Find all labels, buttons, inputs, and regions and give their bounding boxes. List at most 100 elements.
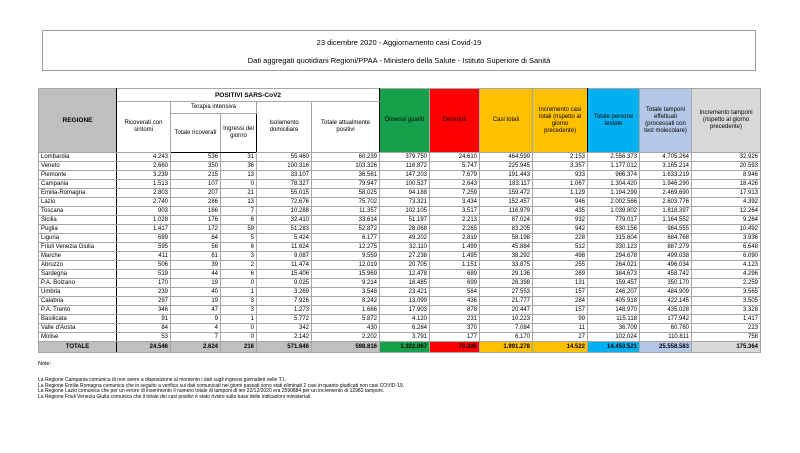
cell-value: 2 xyxy=(220,260,257,270)
cell-value: 2.643 xyxy=(429,179,481,189)
region-name: Veneto xyxy=(38,161,117,171)
cell-value: 1.946.290 xyxy=(639,179,693,189)
cell-value: 6.648 xyxy=(691,242,762,252)
cell-value: 379.750 xyxy=(379,152,431,162)
cell-value: 12.478 xyxy=(379,269,431,279)
cell-value: 496.034 xyxy=(639,260,693,270)
cell-value: 2.259 xyxy=(691,278,762,288)
cell-value: 19 xyxy=(170,296,221,306)
cell-value: 269 xyxy=(532,269,589,279)
cell-value: 942 xyxy=(532,224,589,234)
cell-value: 887.279 xyxy=(639,242,693,252)
cell-value: 1.177.012 xyxy=(587,161,641,171)
header-row-leaf: Totale ricoverati Ingressi del giorno xyxy=(39,113,761,153)
table-row: Umbria 239 40 1 3.269 3.548 23.421 584 27.553 157… xyxy=(38,287,762,297)
cell-value: 6.284 xyxy=(379,323,431,333)
cell-value: 27.238 xyxy=(379,251,431,261)
cell-value: 1.633.219 xyxy=(639,170,693,180)
cell-value: 384.673 xyxy=(587,269,641,279)
cell-value: 0 xyxy=(220,323,257,333)
cell-value: 7.259 xyxy=(429,188,481,198)
cell-value: 28.068 xyxy=(379,224,431,234)
table-row: Friuli Venezia Giulia 595 56 6 11.624 12.275 3… xyxy=(38,242,762,252)
cell-value: 157 xyxy=(532,305,589,315)
cell-value: 3.517 xyxy=(429,206,481,216)
cell-value: 1.164.552 xyxy=(639,215,693,225)
region-name: Campania xyxy=(38,179,117,189)
cell-value: 342 xyxy=(256,323,312,333)
cell-value: 0 xyxy=(220,179,257,189)
cell-value: 231 xyxy=(429,314,481,324)
col-header-incremento-casi-totali: Incremento casi totali (rispetto al gior… xyxy=(532,88,589,153)
cell-value: 4.243 xyxy=(116,152,171,162)
covid-data-table: REGIONE POSITIVI SARS-CoV2 Dimessi guari… xyxy=(38,88,762,353)
totale-row: TOTALE 24.546 2.624 216 571.646 598.816 1.322.… xyxy=(38,341,762,353)
cell-value: 38.292 xyxy=(479,251,534,261)
cell-value: 2.153 xyxy=(532,152,589,162)
cell-value: 60.760 xyxy=(639,323,693,333)
cell-value: 4.120 xyxy=(379,314,431,324)
cell-value: 699 xyxy=(429,278,481,288)
cell-value: 3.565 xyxy=(691,287,762,297)
cell-value: 191.443 xyxy=(479,170,534,180)
cell-value: 36 xyxy=(220,161,257,171)
cell-value: 39 xyxy=(170,260,221,270)
cell-value: 8.946 xyxy=(691,170,762,180)
notes-section: Note: La Regione Campania comunica di no… xyxy=(38,361,404,401)
cell-value: 1.818.397 xyxy=(639,206,693,216)
cell-value: 17.913 xyxy=(691,188,762,198)
cell-value: 6.170 xyxy=(479,332,534,342)
cell-value: 27.553 xyxy=(479,287,534,297)
cell-value: 166 xyxy=(170,206,221,216)
cell-value: 932 xyxy=(532,215,589,225)
cell-value: 350 xyxy=(170,161,221,171)
cell-value: 2.624 xyxy=(170,341,221,353)
cell-value: 330.123 xyxy=(587,242,641,252)
cell-value: 177 xyxy=(429,332,481,342)
cell-value: 55.015 xyxy=(256,188,312,198)
cell-value: 60.239 xyxy=(310,152,381,162)
cell-value: 99 xyxy=(532,314,589,324)
region-name: Molise xyxy=(38,332,117,342)
title-box: 23 dicembre 2020 - Aggiornamento casi Co… xyxy=(42,30,756,71)
cell-value: 436 xyxy=(429,296,481,306)
cell-value: 3.791 xyxy=(379,332,431,342)
cell-value: 116.872 xyxy=(379,161,431,171)
cell-value: 103.326 xyxy=(310,161,381,171)
cell-value: 7.679 xyxy=(429,170,481,180)
cell-value: 0 xyxy=(220,278,257,288)
region-name: Basilicata xyxy=(38,314,117,324)
cell-value: 73.321 xyxy=(379,197,431,207)
cell-value: 9.264 xyxy=(691,215,762,225)
cell-value: 207 xyxy=(170,188,221,198)
cell-value: 1.513 xyxy=(116,179,171,189)
col-header-regione: REGIONE xyxy=(38,88,117,153)
cell-value: 107 xyxy=(170,179,221,189)
cell-value: 2.213 xyxy=(429,215,481,225)
cell-value: 2.002.566 xyxy=(587,197,641,207)
col-header-totale-attualmente-positivi: Totale attualmente positivi xyxy=(310,101,381,153)
cell-value: 147.203 xyxy=(379,170,431,180)
cell-value: 3.936 xyxy=(691,233,762,243)
cell-value: 5.872 xyxy=(310,314,381,324)
cell-value: 264.021 xyxy=(587,260,641,270)
cell-value: 11.474 xyxy=(256,260,312,270)
cell-value: 159.457 xyxy=(587,278,641,288)
cell-value: 1.067 xyxy=(532,179,589,189)
cell-value: 79.947 xyxy=(310,179,381,189)
cell-value: 315.604 xyxy=(587,233,641,243)
cell-value: 4.392 xyxy=(691,197,762,207)
cell-value: 5.747 xyxy=(429,161,481,171)
cell-value: 40 xyxy=(170,287,221,297)
cell-value: 3.269 xyxy=(256,287,312,297)
cell-value: 52.872 xyxy=(310,224,381,234)
region-name: Lazio xyxy=(38,197,117,207)
cell-value: 422.145 xyxy=(639,296,693,306)
table-row: Marche 411 61 3 9.087 9.559 27.238 1.495 38.292 4… xyxy=(38,251,762,261)
cell-value: 53 xyxy=(116,332,171,342)
cell-value: 29.136 xyxy=(479,269,534,279)
region-name: Puglia xyxy=(38,224,117,234)
group-header-terapia-intensiva: Terapia intensiva xyxy=(170,101,257,114)
cell-value: 571.646 xyxy=(256,341,312,353)
cell-value: 239 xyxy=(116,287,171,297)
